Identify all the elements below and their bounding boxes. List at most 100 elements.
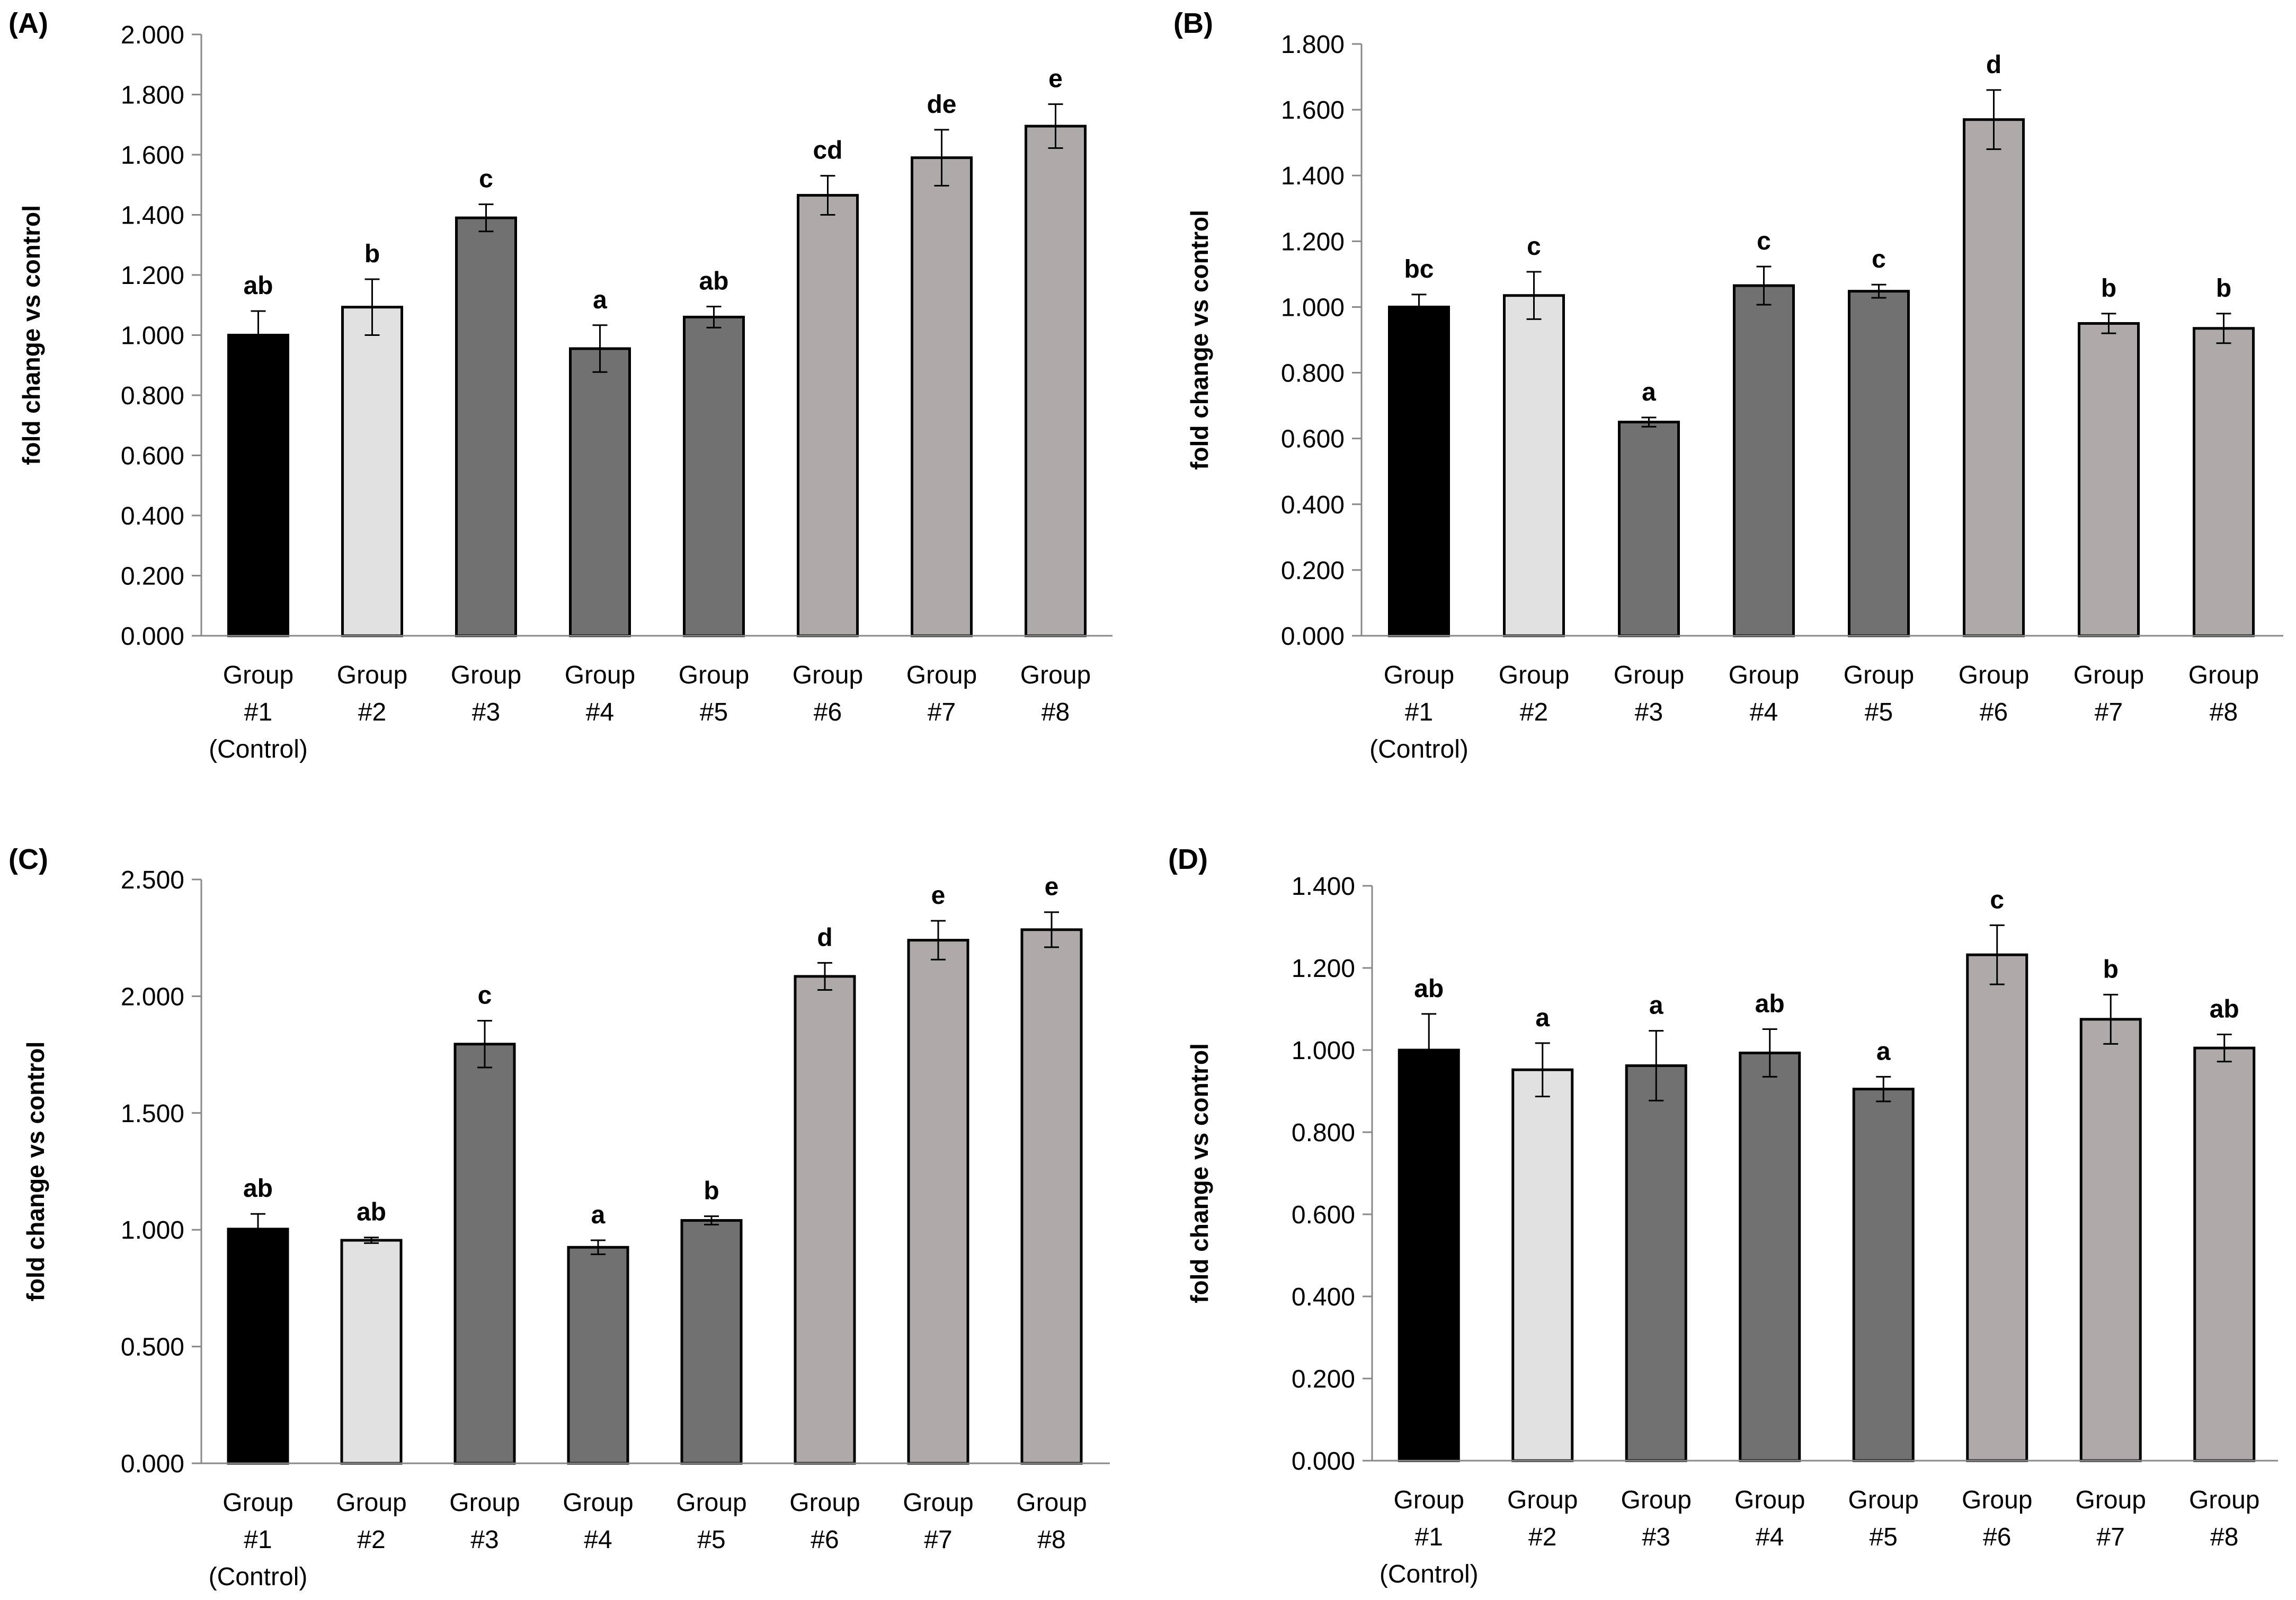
x-tick-label: Group [1848,1486,1919,1514]
y-tick-label: 1.200 [121,262,184,290]
significance-letter: c [1527,233,1541,261]
bar [455,216,517,637]
significance-letter: ab [243,272,273,300]
x-tick-label: Group [223,1489,293,1517]
significance-letter: ab [2210,995,2239,1024]
significance-letter: b [2103,955,2119,983]
y-axis-title: fold change vs control [1186,1043,1213,1303]
significance-letter: e [1048,65,1063,93]
bar [1963,118,2025,637]
significance-letter: e [1045,873,1059,901]
x-tick-label: #6 [814,698,842,726]
x-tick-label: Group [793,661,863,689]
x-tick-label: #2 [357,1526,385,1554]
significance-letter: d [1986,51,2001,79]
x-tick-label: #8 [1037,1526,1065,1554]
y-tick-label: 1.000 [121,322,184,350]
significance-letter: bc [1404,255,1434,283]
significance-letter: c [478,982,492,1010]
x-tick-label: #6 [811,1526,839,1554]
significance-letter: ab [243,1175,273,1203]
x-tick-label: #7 [928,698,956,726]
chart-panel-3: (C) 0.000 0.500 1.000 1.500 2.000 2.500 fold ch… [8,843,1110,1591]
x-tick-label: Group [1729,661,1799,689]
y-axis-title: fold change vs control [22,1042,49,1302]
y-tick-label: 0.400 [1292,1283,1355,1311]
bar [1388,305,1450,637]
bar [1020,928,1083,1465]
x-tick-label: Group [565,661,635,689]
significance-letter: b [2216,274,2231,303]
x-tick-label: Group [2073,661,2144,689]
x-tick-label: Group [337,661,407,689]
x-tick-label: Group [336,1489,406,1517]
x-tick-label: #1 [244,698,272,726]
x-tick-label: #6 [1980,698,2008,726]
bar [1398,1048,1460,1462]
bar [569,347,631,637]
significance-letter: ab [1755,990,1785,1018]
y-tick-label: 0.400 [121,502,184,530]
significance-letter: de [927,91,956,119]
y-tick-label: 1.400 [1292,873,1355,901]
y-tick-label: 1.500 [121,1100,184,1128]
x-tick-label: Group [1384,661,1454,689]
x-tick-label: Group [1959,661,2029,689]
y-tick-label: 0.000 [1292,1447,1355,1475]
y-tick-label: 0.200 [121,563,184,591]
x-tick-label: Group [1020,661,1091,689]
y-axis-title: fold change vs control [17,205,45,465]
x-tick-label: Group [223,661,293,689]
bar [1733,284,1795,637]
x-tick-label: Group [451,661,521,689]
x-tick-label: (Control) [1380,1560,1479,1588]
x-tick-label: #4 [584,1526,612,1554]
x-tick-label: Group [2188,661,2259,689]
bar [567,1246,629,1465]
significance-letter: d [817,923,832,952]
y-tick-label: 0.500 [121,1334,184,1362]
x-tick-label: Group [1962,1486,2032,1514]
panel-label: (B) [1173,7,1213,39]
significance-letter: ab [699,268,728,296]
y-tick-label: 1.200 [1292,955,1355,983]
x-tick-label: #3 [470,1526,499,1554]
bar [794,975,856,1465]
significance-letter: c [1757,227,1771,255]
y-tick-label: 2.500 [121,866,184,894]
x-tick-label: Group [1499,661,1569,689]
x-tick-label: #2 [358,698,386,726]
y-tick-label: 1.800 [1281,31,1345,59]
y-tick-label: 2.000 [121,983,184,1011]
x-tick-label: Group [676,1489,746,1517]
y-axis-title: fold change vs control [1186,210,1213,470]
x-tick-label: #8 [2210,698,2238,726]
y-tick-label: 1.400 [121,202,184,230]
bar [1848,290,1910,637]
y-tick-label: 0.800 [1292,1119,1355,1147]
bar [1511,1068,1574,1462]
bar [2079,1018,2142,1462]
chart-panel-1: (A) 0.000 0.200 0.400 0.600 0.800 1.000 1.200 1.… [8,7,1113,763]
x-tick-label: #2 [1520,698,1548,726]
bar [2193,1046,2256,1462]
bar [683,315,745,637]
y-tick-label: 0.000 [1281,623,1345,651]
x-tick-label: Group [1507,1486,1578,1514]
significance-letter: c [1990,886,2004,914]
bar [680,1219,743,1465]
bar [453,1043,516,1465]
x-tick-label: Group [1394,1486,1464,1514]
x-tick-label: #5 [700,698,728,726]
bar [1966,953,2028,1462]
y-tick-label: 1.000 [121,1216,184,1245]
chart-panel-4: (D) 0.000 0.200 0.400 0.600 0.800 1.000 1.200 1.… [1168,843,2278,1588]
x-tick-label: (Control) [209,1563,308,1591]
x-tick-label: #7 [924,1526,952,1554]
x-tick-label: #6 [1983,1523,2011,1551]
panel-label: (A) [8,7,48,39]
x-tick-label: #8 [2210,1523,2238,1551]
y-tick-label: 1.400 [1281,162,1345,190]
y-tick-label: 1.000 [1292,1037,1355,1065]
